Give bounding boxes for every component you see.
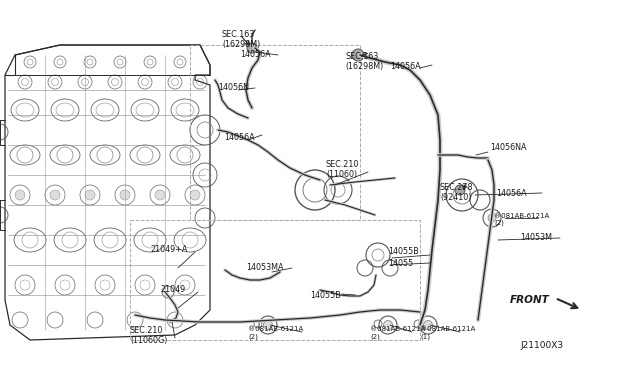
Text: 14056NA: 14056NA: [490, 144, 527, 153]
Text: 14056A: 14056A: [224, 134, 255, 142]
Circle shape: [50, 190, 60, 200]
Circle shape: [15, 190, 25, 200]
Circle shape: [424, 321, 433, 330]
Text: SEC.278
(92410): SEC.278 (92410): [440, 183, 474, 202]
Text: SEC.210
(11060G): SEC.210 (11060G): [130, 326, 168, 345]
Circle shape: [352, 49, 364, 61]
Text: ®081AB-6121A
(2): ®081AB-6121A (2): [494, 213, 549, 227]
Text: FRONT: FRONT: [510, 295, 550, 305]
Text: 14055: 14055: [388, 259, 413, 267]
Circle shape: [190, 190, 200, 200]
Text: 21049: 21049: [160, 285, 185, 295]
Circle shape: [247, 43, 257, 53]
Text: J21100X3: J21100X3: [520, 341, 563, 350]
Text: SEC.163
(16298M): SEC.163 (16298M): [222, 30, 260, 49]
Circle shape: [155, 190, 165, 200]
Text: 14055B: 14055B: [388, 247, 419, 257]
Text: 14053MA: 14053MA: [246, 263, 284, 273]
Circle shape: [488, 214, 496, 222]
Text: 21049+A: 21049+A: [150, 246, 188, 254]
Text: 14056N: 14056N: [218, 83, 249, 93]
Text: 14053M: 14053M: [520, 234, 552, 243]
Circle shape: [383, 321, 392, 330]
Text: SEC.163
(16298M): SEC.163 (16298M): [345, 52, 383, 71]
Text: ®081AB-6121A
(1): ®081AB-6121A (1): [420, 326, 476, 340]
Text: ®081AB-6121A
(2): ®081AB-6121A (2): [370, 326, 425, 340]
Text: ®081AB-6121A
(2): ®081AB-6121A (2): [248, 326, 303, 340]
Text: 14056A: 14056A: [390, 62, 420, 71]
Text: SEC.210
(11060): SEC.210 (11060): [326, 160, 360, 179]
Text: 14056A: 14056A: [496, 189, 527, 198]
Circle shape: [264, 321, 273, 330]
Circle shape: [455, 185, 465, 195]
Text: 14056A: 14056A: [240, 50, 271, 59]
Circle shape: [120, 190, 130, 200]
Circle shape: [85, 190, 95, 200]
Text: 14055B: 14055B: [310, 291, 340, 299]
